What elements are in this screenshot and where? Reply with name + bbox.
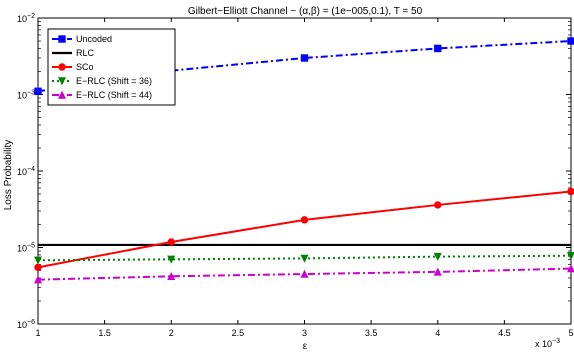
y-tick-base: 10 [17, 167, 27, 177]
y-tick-base: 10 [17, 244, 27, 254]
series-layer [33, 37, 574, 284]
legend-marker [58, 35, 66, 43]
legend-label: SCo [76, 62, 94, 72]
data-point [434, 44, 442, 53]
series-3 [33, 252, 574, 265]
series-4 [33, 264, 574, 284]
legend-item: SCo [52, 62, 94, 72]
x-tick-label: 2 [169, 328, 174, 338]
data-point [34, 263, 42, 272]
data-point [33, 256, 43, 265]
y-tick-exponent: −4 [27, 166, 35, 173]
legend-label: E−RLC (Shift = 44) [76, 90, 152, 100]
legend: Uncoded RLC SCo E−RLC (Shift = 36) E−RLC (Sh… [47, 28, 176, 106]
y-tick-exponent: −3 [27, 90, 35, 97]
x-axis-multiplier-exponent: −3 [552, 338, 560, 345]
y-tick-label: 10−6 [17, 319, 35, 330]
x-tick-label: 3 [302, 328, 307, 338]
y-tick-exponent: −2 [27, 13, 35, 20]
data-point [34, 87, 42, 96]
y-tick-label: 10−5 [17, 243, 35, 254]
data-point [300, 216, 309, 224]
legend-label: Uncoded [76, 34, 112, 44]
chart-title: Gilbert−Elliott Channel − (α,β) = (1e−00… [188, 6, 423, 17]
y-axis-label: Loss Probability [3, 140, 14, 211]
series-2 [34, 187, 574, 272]
y-tick-label: 10−3 [17, 90, 35, 101]
x-tick-label: 4 [435, 328, 440, 338]
data-point [566, 264, 574, 273]
y-tick-base: 10 [17, 91, 27, 101]
data-point [300, 54, 309, 62]
data-point [33, 275, 43, 284]
data-point [433, 267, 442, 276]
legend-item: E−RLC (Shift = 36) [52, 76, 152, 86]
y-tick-exponent: −6 [27, 319, 35, 326]
y-tick-base: 10 [17, 320, 27, 330]
y-tick-label: 10−2 [17, 13, 35, 24]
x-tick-label: 3.5 [365, 328, 378, 338]
x-tick-label: 1.5 [98, 328, 111, 338]
legend-label: RLC [76, 48, 95, 58]
x-tick-label: 1 [35, 328, 40, 338]
data-point [567, 37, 574, 45]
x-axis-label: ε [303, 341, 308, 352]
data-point [566, 252, 574, 261]
x-tick-label: 4.5 [498, 328, 511, 338]
legend-marker [57, 90, 67, 99]
data-point [167, 238, 175, 246]
series-line [37, 40, 572, 93]
x-axis-multiplier: x 10−3 [535, 338, 560, 349]
y-tick-exponent: −5 [27, 243, 35, 250]
data-point [167, 255, 176, 264]
axis-ticks: 1 1.5 2 2.5 3 3.5 4 4.5 510−610−510−410−310−2 [17, 13, 574, 338]
legend-item: RLC [52, 48, 95, 58]
legend-label: E−RLC (Shift = 36) [76, 76, 152, 86]
x-tick-label: 5 [568, 328, 573, 338]
data-point [300, 269, 309, 278]
data-point [300, 254, 309, 263]
y-tick-label: 10−4 [17, 166, 35, 177]
legend-marker [57, 77, 67, 86]
legend-marker [58, 63, 66, 71]
data-point [567, 187, 574, 196]
data-point [434, 201, 442, 209]
x-axis-multiplier-base: x 10 [535, 339, 552, 349]
legend-item: Uncoded [52, 34, 112, 44]
x-tick-label: 2.5 [232, 328, 245, 338]
data-point [167, 272, 176, 281]
legend-item: E−RLC (Shift = 44) [52, 90, 152, 100]
data-point [433, 252, 442, 261]
y-tick-base: 10 [17, 14, 27, 24]
